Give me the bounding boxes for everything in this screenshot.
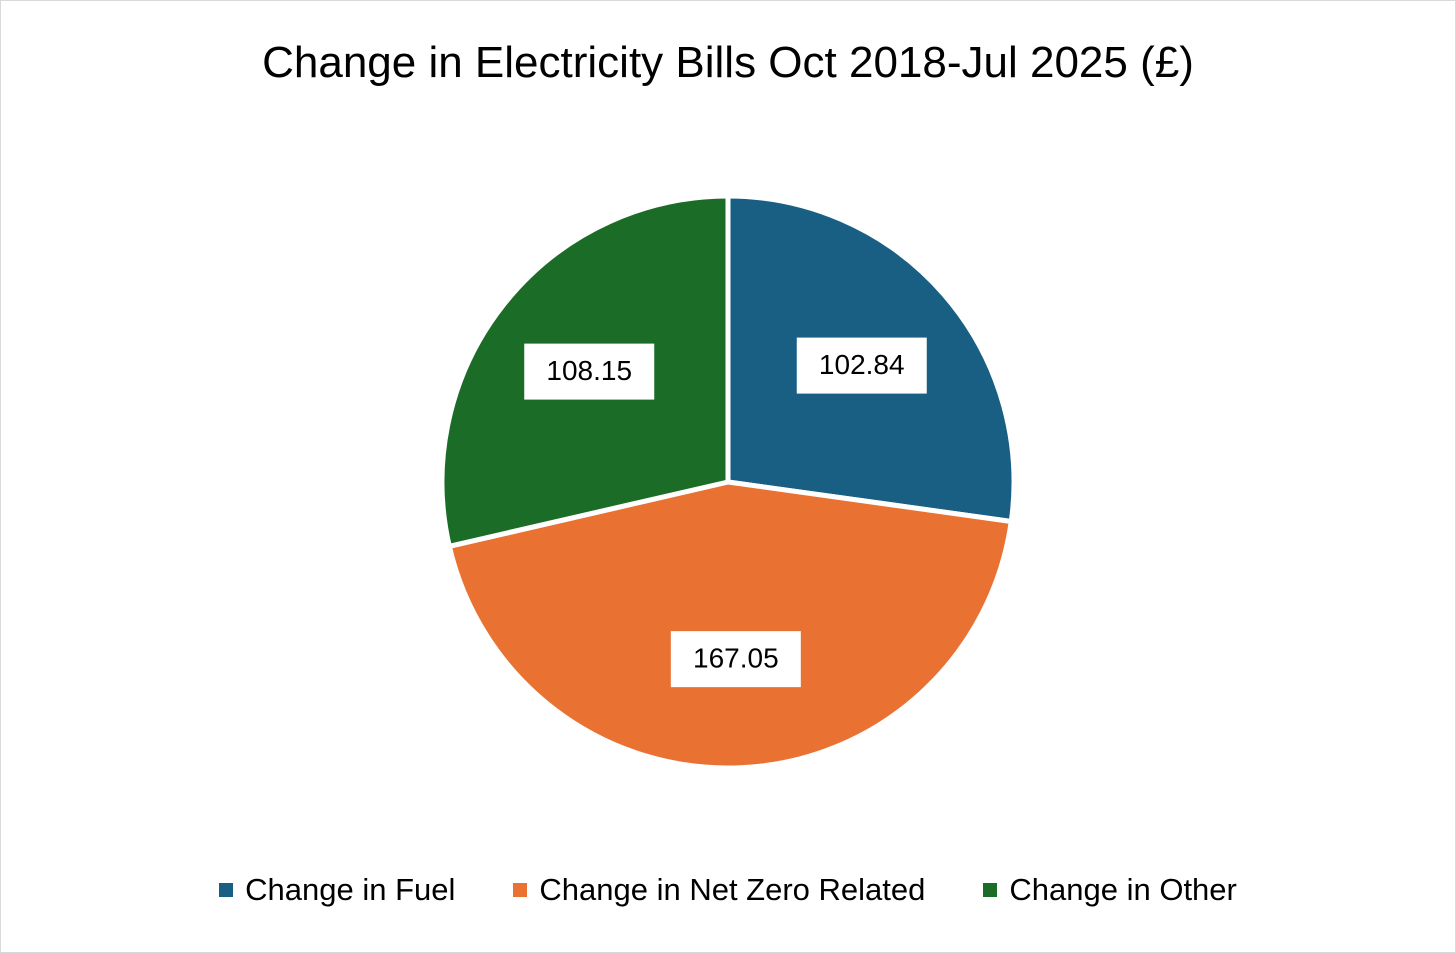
legend-item-net-zero: Change in Net Zero Related xyxy=(513,872,925,908)
legend-label-fuel: Change in Fuel xyxy=(245,872,456,907)
data-label-fuel: 102.84 xyxy=(819,349,905,380)
data-label-box-net-zero xyxy=(670,631,801,688)
legend-swatch-other xyxy=(983,883,998,897)
chart-legend: Change in Fuel Change in Net Zero Relate… xyxy=(0,872,1456,908)
pie-slice-net-zero xyxy=(446,479,1014,771)
legend-swatch-net-zero xyxy=(513,883,528,897)
legend-label-other: Change in Other xyxy=(1009,872,1237,907)
chart-title: Change in Electricity Bills Oct 2018-Jul… xyxy=(262,38,1194,87)
data-label-box-fuel xyxy=(796,337,927,394)
data-label-other: 108.15 xyxy=(546,355,632,386)
legend-item-fuel: Change in Fuel xyxy=(219,872,455,908)
data-label-net-zero: 167.05 xyxy=(693,643,779,674)
legend-swatch-fuel xyxy=(219,883,234,897)
legend-item-other: Change in Other xyxy=(983,872,1237,908)
data-label-box-other xyxy=(524,343,655,400)
legend-label-net-zero: Change in Net Zero Related xyxy=(539,872,926,907)
